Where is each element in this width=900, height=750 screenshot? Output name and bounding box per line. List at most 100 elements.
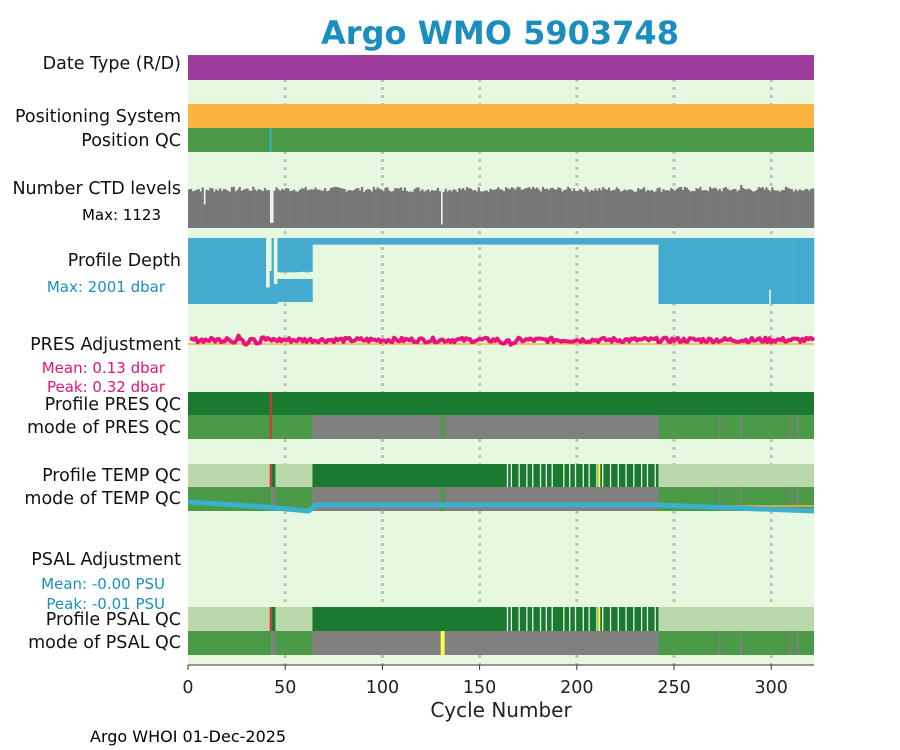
psal-adjustment-label: PSAL Adjustment: [31, 550, 181, 570]
profile-depth-bar: [382, 238, 385, 245]
ctd-levels-bar: [240, 190, 243, 228]
ctd-levels-bar: [761, 187, 764, 228]
profile-depth-bar: [543, 238, 547, 245]
profile-depth-bar: [294, 278, 298, 302]
ctd-levels-bar: [469, 188, 473, 228]
profile-depth-bar: [693, 238, 696, 304]
profile-depth-bar: [296, 238, 300, 273]
ctd-levels-bar: [201, 187, 204, 228]
profile-depth-bar: [444, 238, 447, 245]
profile-depth-bar: [526, 238, 529, 245]
profile-depth-bar: [434, 238, 438, 245]
ctd-levels-bar: [534, 188, 537, 228]
profile-depth-bar: [728, 238, 731, 304]
profile-depth-bar: [660, 238, 663, 304]
ctd-levels-bar: [209, 187, 212, 228]
profile-depth-bar: [263, 238, 267, 304]
ctd-levels-bar: [292, 189, 296, 228]
ctd-levels-bar: [675, 188, 679, 228]
positioning-system-label: Positioning System: [15, 107, 181, 127]
profile-depth-bar: [808, 238, 811, 304]
profile-depth-bar: [306, 278, 309, 302]
profile-depth-bar: [211, 238, 214, 304]
profile-depth-label: Profile Depth: [68, 251, 181, 271]
profile-depth-bar: [219, 238, 222, 304]
ctd-levels-bar: [526, 187, 529, 228]
profile-depth-bar: [326, 238, 329, 245]
profile-psal-qc-label: Profile PSAL QC: [46, 610, 181, 630]
ctd-levels-bar: [504, 187, 508, 228]
profile-depth-bar: [777, 238, 780, 304]
ctd-levels-bar: [466, 187, 469, 228]
ctd-levels-bar: [604, 188, 607, 228]
ctd-levels-bar: [609, 190, 613, 228]
profile-depth-bar: [559, 238, 562, 245]
profile-depth-bar: [277, 238, 280, 273]
ctd-levels-bar: [644, 191, 648, 228]
profile-depth-bar: [467, 238, 471, 245]
profile-depth-bar: [456, 238, 459, 245]
profile-depth-bar: [716, 238, 720, 304]
ctd-levels-bar: [541, 186, 545, 228]
ctd-levels-bar: [213, 191, 216, 228]
profile-depth-bar: [592, 238, 595, 245]
profile-depth-bar: [563, 238, 566, 245]
profile-depth-bar: [203, 238, 206, 304]
ctd-levels-bar: [710, 188, 714, 228]
ctd-levels-bar: [306, 190, 309, 228]
ctd-levels-bar: [559, 188, 562, 228]
ctd-levels-bar: [584, 186, 587, 228]
ctd-levels-bar: [378, 188, 381, 228]
x-axis: 0 50 100 150 200 250 300: [182, 664, 814, 698]
profile-depth-bar: [567, 238, 570, 245]
ctd-levels-bar: [427, 189, 430, 228]
ctd-levels-bar: [436, 187, 440, 228]
profile-depth-bar: [810, 238, 813, 304]
ctd-levels-bar: [217, 190, 220, 228]
number-ctd-levels-annotation-1: Max: 1123: [82, 206, 161, 224]
profile-temp-qc-segment: [271, 464, 276, 487]
profile-depth-bar: [501, 238, 504, 245]
ctd-levels-bar: [812, 188, 815, 228]
profile-depth-bar: [710, 238, 714, 304]
ctd-levels-bar: [316, 189, 319, 228]
ctd-levels-bar: [535, 187, 539, 228]
ctd-levels-bar: [419, 191, 422, 228]
qc-stripe: [518, 607, 520, 631]
profile-depth-bar: [308, 278, 311, 302]
profile-depth-bar: [269, 271, 272, 304]
profile-depth-bar: [464, 238, 467, 245]
ctd-levels-bar: [271, 222, 274, 228]
profile-depth-bar: [376, 238, 379, 245]
profile-depth-bar: [689, 238, 692, 304]
profile-depth-bar: [621, 238, 624, 245]
profile-depth-bar: [246, 238, 249, 304]
x-tick-label-0: 0: [182, 678, 193, 698]
ctd-levels-bar: [605, 189, 609, 228]
ctd-levels-bar: [331, 187, 335, 228]
profile-depth-bar: [506, 238, 510, 245]
profile-depth-bar: [627, 238, 630, 245]
ctd-levels-bar: [537, 189, 541, 228]
qc-stripe: [602, 607, 604, 631]
ctd-levels-bar: [234, 191, 237, 228]
ctd-levels-bar: [806, 188, 809, 228]
data-series: [187, 185, 816, 631]
ctd-levels-bar: [637, 188, 640, 228]
ctd-levels-bar: [232, 186, 235, 228]
pres-adjustment-annotation-1: Mean: 0.13 dbar: [42, 359, 166, 377]
profile-depth-bar: [705, 238, 708, 304]
qc-stripe: [646, 464, 649, 487]
profile-depth-bar: [259, 238, 263, 304]
profile-depth-bar: [397, 238, 401, 245]
profile-depth-bar: [598, 238, 601, 245]
ctd-levels-bar: [773, 190, 776, 228]
ctd-levels-bar: [448, 189, 451, 228]
ctd-levels-bar: [483, 190, 486, 228]
qc-stripe: [609, 607, 612, 631]
ctd-levels-bar: [709, 187, 712, 228]
profile-depth-bar: [547, 238, 550, 245]
ctd-levels-bar: [642, 187, 646, 228]
profile-depth-bar: [193, 238, 197, 304]
ctd-levels-bar: [277, 189, 280, 228]
